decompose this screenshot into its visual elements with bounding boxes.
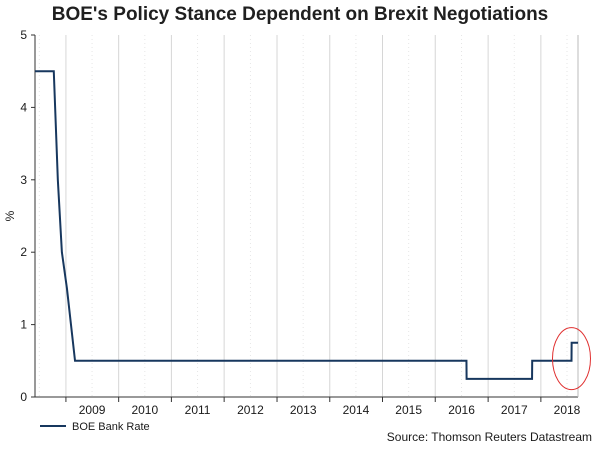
legend: BOE Bank Rate (40, 421, 150, 433)
y-tick-label: 1 (20, 318, 27, 332)
x-tick-label: 2016 (448, 403, 475, 417)
x-tick-label: 2011 (185, 403, 211, 417)
x-tick-label: 2018 (554, 403, 581, 417)
series-line-0 (35, 70, 578, 380)
source-note: Source: Thomson Reuters Datastream (386, 430, 592, 444)
y-tick-label: 5 (20, 28, 27, 42)
x-tick-label: 2010 (131, 403, 158, 417)
axes-layer: 0 1 2 3 4 5% 2009 2010 2011 2012 2013 2014 2015 2016 2… (3, 28, 581, 417)
y-tick-label: 3 (20, 173, 27, 187)
annotation-layer (551, 327, 591, 391)
grid-layer (38, 35, 568, 397)
series-layer (35, 70, 578, 380)
highlight-ellipse-0 (551, 327, 591, 391)
y-axis-label: % (3, 210, 17, 221)
chart-title: BOE's Policy Stance Dependent on Brexit … (51, 4, 549, 25)
legend-label-0: BOE Bank Rate (72, 421, 150, 433)
y-tick-label: 0 (20, 390, 27, 404)
y-tick-label: 2 (20, 245, 27, 259)
x-tick-label: 2012 (237, 403, 264, 417)
x-tick-label: 2015 (395, 403, 422, 417)
y-tick-label: 4 (20, 100, 27, 114)
x-tick-label: 2014 (343, 403, 370, 417)
x-tick-label: 2017 (501, 403, 528, 417)
x-tick-label: 2013 (290, 403, 317, 417)
x-tick-label: 2009 (79, 403, 106, 417)
